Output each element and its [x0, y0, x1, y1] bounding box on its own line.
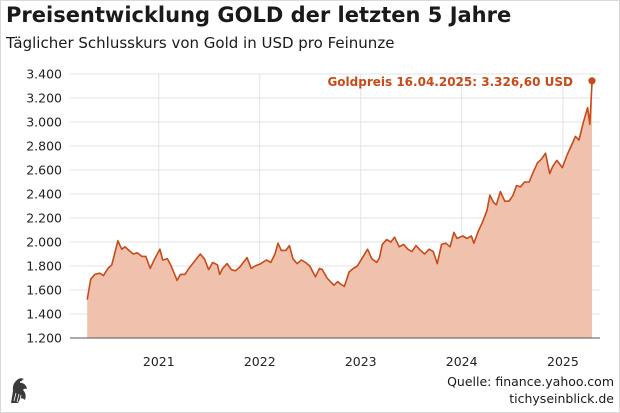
price-area: [87, 82, 592, 338]
y-tick-label: 2.600: [26, 163, 62, 178]
y-tick-label: 2.800: [26, 139, 62, 154]
x-tick-label: 2025: [547, 354, 579, 369]
annotation-label: Goldpreis 16.04.2025: 3.326,60 USD: [327, 75, 573, 89]
eagle-logo-icon: [11, 378, 27, 403]
y-tick-label: 3.200: [26, 91, 62, 106]
chart-title: Preisentwicklung GOLD der letzten 5 Jahr…: [6, 3, 512, 27]
x-tick-label: 2024: [446, 354, 478, 369]
annotation-point: [588, 77, 596, 85]
brand-link[interactable]: tichyseinblick.de: [509, 391, 614, 406]
y-tick-label: 1.800: [26, 259, 62, 274]
y-tick-label: 3.400: [26, 67, 62, 82]
source-note: Quelle: finance.yahoo.com: [447, 374, 614, 389]
y-tick-label: 2.400: [26, 187, 62, 202]
x-tick-label: 2021: [143, 354, 175, 369]
y-tick-label: 1.200: [26, 331, 62, 346]
chart-subtitle: Täglicher Schlusskurs von Gold in USD pr…: [6, 34, 395, 52]
y-tick-label: 2.200: [26, 211, 62, 226]
x-tick-label: 2023: [345, 354, 377, 369]
y-tick-label: 1.600: [26, 283, 62, 298]
price-line: [86, 82, 593, 300]
y-tick-label: 2.000: [26, 235, 62, 250]
x-tick-label: 2022: [244, 354, 276, 369]
y-tick-label: 3.000: [26, 115, 62, 130]
y-tick-label: 1.400: [26, 307, 62, 322]
